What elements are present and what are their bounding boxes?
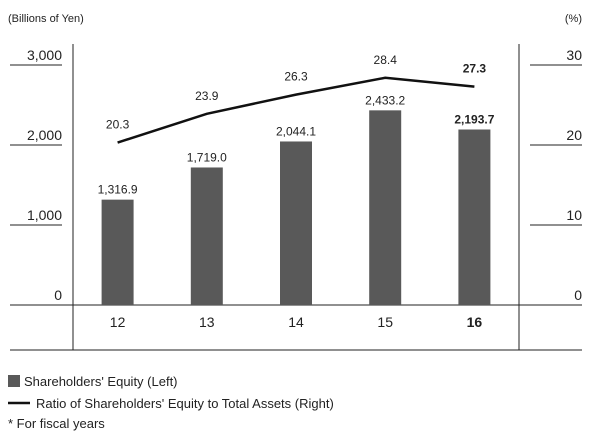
y2-tick-label: 0 [574,287,582,303]
line-value-label: 27.3 [463,62,487,76]
y-axis-label: (Billions of Yen) [8,13,84,25]
bar [458,129,491,305]
x-tick-label: 12 [110,314,126,330]
y2-tick-label: 10 [566,207,582,223]
y-tick-label: 1,000 [27,207,62,223]
y2-tick-label: 20 [566,127,582,143]
bar-value-label: 1,316.9 [98,183,138,197]
bar [101,199,134,305]
footnote: * For fiscal years [8,416,105,431]
legend-label: Ratio of Shareholders' Equity to Total A… [36,396,334,411]
legend-swatch [8,375,20,387]
y-tick-label: 3,000 [27,47,62,63]
line-value-label: 28.4 [374,53,398,67]
bar-value-label: 1,719.0 [187,150,227,164]
y2-tick-label: 30 [566,47,582,63]
x-tick-label: 16 [467,314,483,330]
line-value-label: 26.3 [284,70,308,84]
bar [190,167,223,305]
line-value-label: 23.9 [195,89,219,103]
ratio-line [117,76,475,144]
y2-axis-label: (%) [565,13,582,25]
bar-value-label: 2,044.1 [276,124,316,138]
x-tick-label: 15 [377,314,393,330]
y-tick-label: 0 [54,287,62,303]
bar [369,110,402,306]
bar-value-label: 2,193.7 [454,113,494,127]
x-tick-label: 13 [199,314,215,330]
line-value-label: 20.3 [106,118,130,132]
x-tick-label: 14 [288,314,304,330]
y-tick-label: 2,000 [27,127,62,143]
legend-label: Shareholders' Equity (Left) [24,374,178,389]
bar-value-label: 2,433.2 [365,93,405,107]
bar [280,141,312,305]
